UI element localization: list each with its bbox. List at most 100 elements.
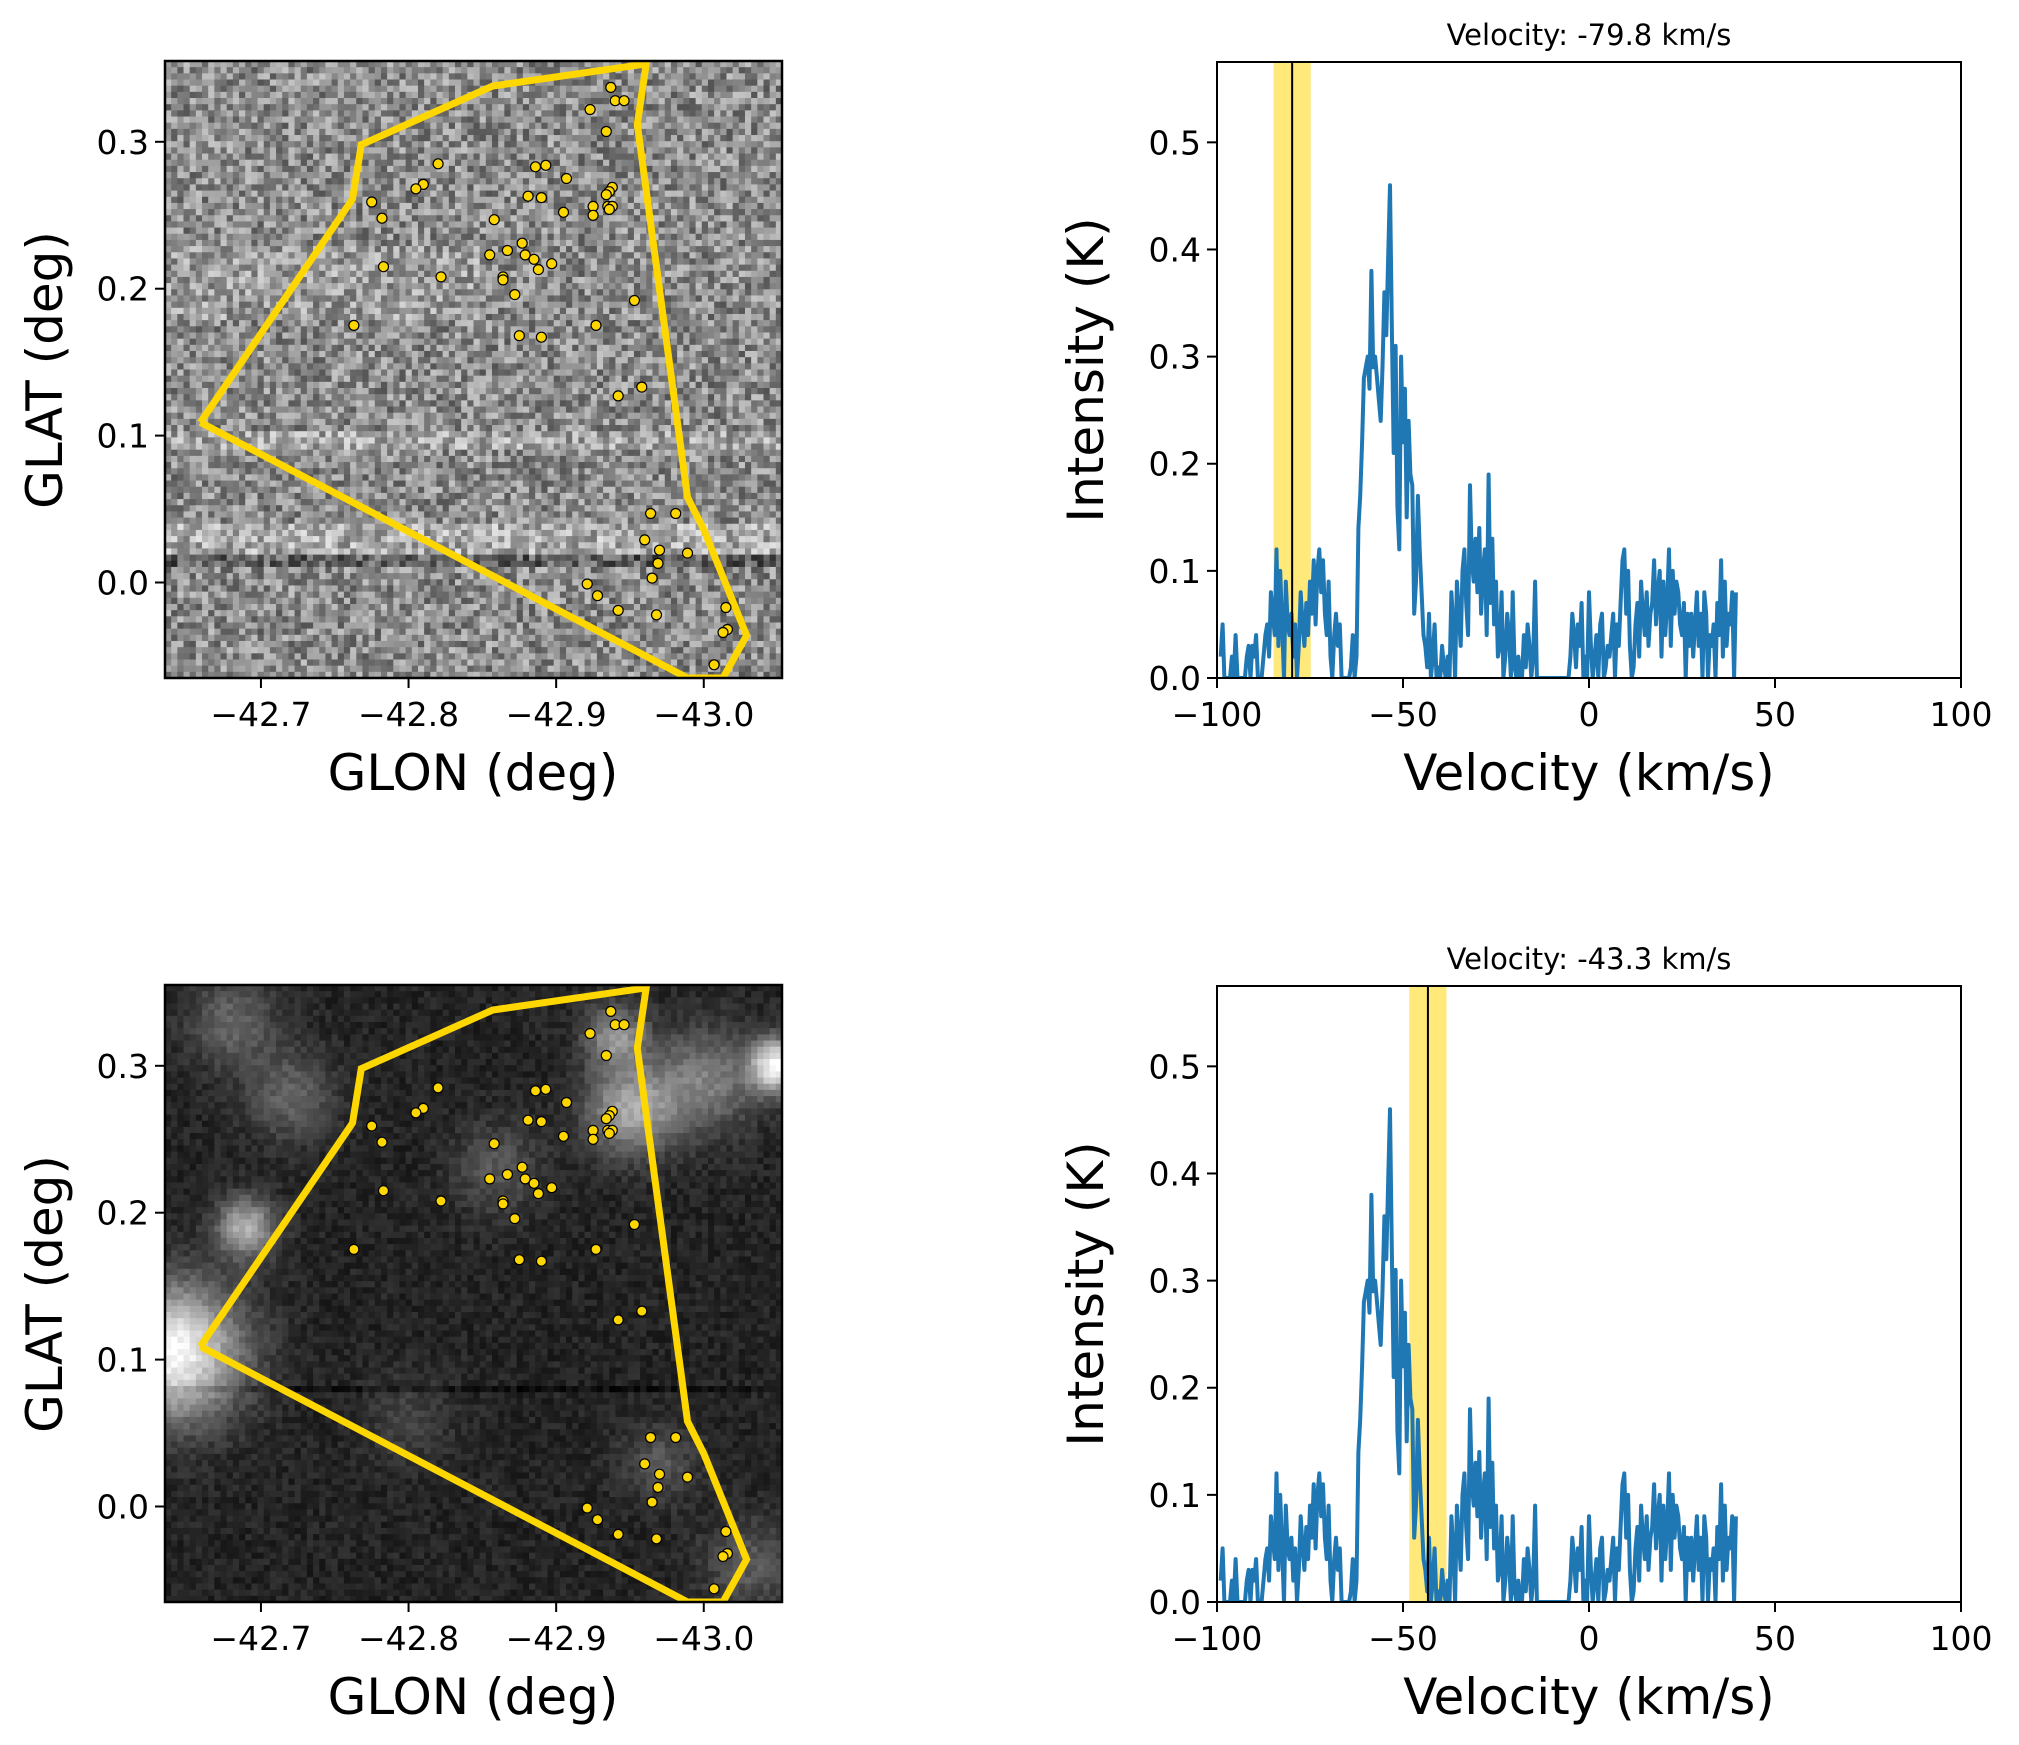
x-tick-label: −42.7 [210, 695, 311, 734]
source-marker [488, 1138, 500, 1150]
source-marker [612, 1528, 624, 1541]
spectrum-line [1218, 1107, 1738, 1602]
source-marker [584, 103, 596, 116]
source-marker [600, 1049, 612, 1062]
image-panel-top: −42.7 −42.8 −42.9 −43.0 0.0 0.1 0.2 0.3 GLON (d… [16, 59, 784, 802]
x-axis-label: Velocity (km/s) [1403, 1668, 1775, 1726]
source-marker [377, 1185, 390, 1197]
source-marker [522, 190, 534, 202]
source-marker [516, 237, 528, 249]
source-marker [513, 1254, 525, 1266]
x-tick-label: 0 [1579, 1619, 1600, 1658]
y-tick-label: 0.1 [97, 417, 149, 456]
source-marker [557, 1130, 570, 1142]
source-marker [522, 1114, 534, 1126]
source-marker [535, 1255, 548, 1267]
source-marker [646, 1496, 658, 1508]
source-marker [603, 1127, 615, 1140]
source-marker [432, 158, 444, 170]
source-marker [581, 578, 593, 590]
y-tick-label: 0.1 [1149, 1476, 1201, 1515]
spectrum-title: Velocity: -79.8 km/s [1447, 18, 1732, 52]
spectrum-panel-bottom: Velocity: -43.3 km/s −100 −50 0 50 100 0.0 0.1… [1057, 942, 1993, 1726]
y-tick-label: 0.3 [97, 123, 149, 162]
x-tick-label: −100 [1172, 1619, 1263, 1658]
source-marker [591, 1514, 604, 1526]
x-tick-label: 0 [1579, 695, 1600, 734]
source-marker [600, 125, 612, 138]
source-marker [519, 249, 531, 261]
source-marker [435, 1195, 447, 1207]
source-marker [535, 192, 548, 204]
y-tick-label: 0.4 [1149, 1154, 1201, 1193]
source-marker [581, 1502, 593, 1514]
source-marker [652, 1481, 664, 1494]
source-marker [644, 1431, 657, 1444]
region-polygon [197, 61, 751, 678]
spectrum-panel-top: Velocity: -79.8 km/s −100 −50 0 50 100 0.0 0.1… [1057, 18, 1993, 802]
source-marker [484, 1173, 496, 1185]
x-tick-label: −50 [1368, 695, 1438, 734]
x-tick-label: −42.9 [506, 695, 607, 734]
source-marker [612, 1314, 624, 1326]
source-marker [652, 557, 664, 570]
source-marker [639, 1458, 651, 1470]
channel-map-image [165, 61, 782, 678]
image-panel-bottom: −42.7 −42.8 −42.9 −43.0 0.0 0.1 0.2 0.3 GLON (d… [16, 983, 784, 1726]
y-tick-label: 0.2 [1149, 445, 1201, 484]
x-tick-label: −42.7 [210, 1619, 311, 1658]
source-marker [376, 212, 388, 224]
x-tick-label: 100 [1930, 1619, 1993, 1658]
source-marker [546, 258, 558, 270]
source-marker [708, 659, 720, 671]
source-marker [587, 1133, 599, 1145]
spectrum-title: Velocity: -43.3 km/s [1447, 942, 1732, 976]
source-marker [366, 196, 378, 208]
y-tick-label: 0.2 [1149, 1369, 1201, 1408]
source-marker [636, 1305, 648, 1317]
source-marker [366, 1120, 378, 1132]
source-marker [681, 547, 694, 559]
source-marker [509, 289, 521, 301]
source-marker [720, 601, 732, 614]
source-marker [653, 544, 666, 556]
spectrum-line [1218, 183, 1738, 678]
source-marker [650, 609, 663, 621]
axes-frame [163, 59, 784, 680]
source-marker [410, 1107, 422, 1119]
source-marker [529, 1085, 542, 1097]
source-marker [587, 209, 599, 221]
x-tick-label: −42.8 [358, 1619, 459, 1658]
y-tick-label: 0.0 [97, 1488, 149, 1527]
source-marker [584, 1027, 596, 1040]
source-marker [681, 1471, 694, 1483]
x-tick-label: 50 [1754, 1619, 1796, 1658]
y-axis-label: GLAT (deg) [16, 1155, 74, 1433]
x-tick-label: 100 [1930, 695, 1993, 734]
source-marker [603, 203, 615, 215]
source-marker [670, 507, 682, 520]
source-marker [670, 1431, 682, 1444]
source-marker [560, 1096, 573, 1109]
source-marker [636, 381, 648, 393]
source-marker [546, 1182, 558, 1194]
axes-frame [163, 983, 784, 1604]
source-marker [348, 1243, 360, 1256]
y-tick-label: 0.5 [1149, 123, 1201, 162]
y-tick-label: 0.5 [1149, 1047, 1201, 1086]
source-marker [376, 1136, 388, 1148]
source-marker [488, 214, 500, 226]
y-axis-label: GLAT (deg) [16, 231, 74, 509]
source-marker [532, 1187, 545, 1200]
y-tick-label: 0.4 [1149, 230, 1201, 269]
source-marker [535, 331, 548, 343]
x-tick-label: −43.0 [653, 695, 754, 734]
x-axis-label: GLON (deg) [328, 744, 619, 802]
source-marker [516, 1161, 528, 1173]
source-marker [708, 1583, 720, 1595]
x-tick-label: −100 [1172, 695, 1263, 734]
source-marker [590, 1243, 602, 1256]
source-marker [600, 1113, 612, 1125]
source-marker [497, 1198, 509, 1210]
source-marker [605, 1005, 617, 1018]
